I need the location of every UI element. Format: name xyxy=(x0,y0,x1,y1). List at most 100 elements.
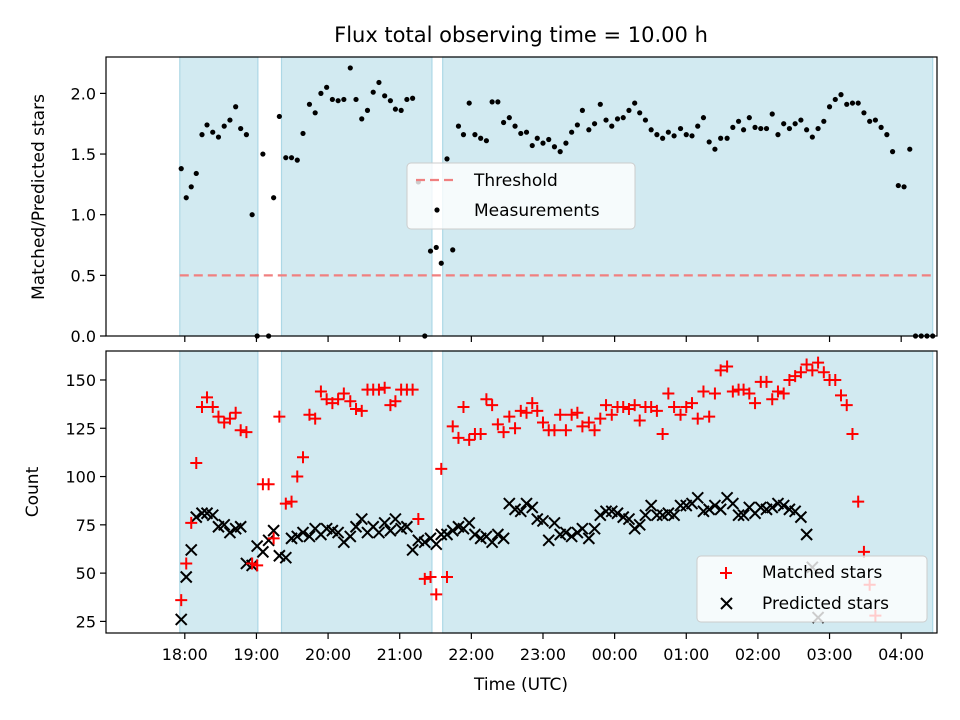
matched-star-marker xyxy=(582,416,595,429)
matched-star-marker xyxy=(559,424,572,437)
bottom-legend-box xyxy=(696,555,928,623)
measurement-point xyxy=(382,93,388,99)
top-y-axis-label: Matched/Predicted stars xyxy=(29,94,49,300)
measurement-point xyxy=(632,100,638,106)
top-y-tick-label: 1.5 xyxy=(71,145,96,164)
top-shade-0 xyxy=(179,56,259,337)
top-y-tick-label: 0.0 xyxy=(71,327,96,346)
predicted-star-marker xyxy=(594,508,607,522)
measurement-point xyxy=(758,125,764,132)
predicted-star-marker xyxy=(378,516,391,530)
measurement-point xyxy=(718,135,724,141)
top-plot-frame xyxy=(105,56,938,337)
predicted-star-marker xyxy=(331,526,345,539)
x-tick-label: 03:00 xyxy=(806,645,852,664)
legend-matched-swatch xyxy=(720,567,732,579)
measurement-point xyxy=(512,123,518,129)
matched-star-marker xyxy=(201,391,214,404)
measurement-point xyxy=(500,119,507,126)
predicted-star-marker xyxy=(622,512,636,526)
predicted-star-marker xyxy=(497,532,510,545)
bottom-y-tick-label: 125 xyxy=(65,419,96,438)
measurement-point xyxy=(832,96,838,103)
matched-star-marker xyxy=(662,387,675,400)
measurement-point xyxy=(306,101,313,107)
legend-measurements-swatch xyxy=(434,207,440,213)
measurement-point xyxy=(724,135,730,141)
predicted-star-marker xyxy=(526,501,539,514)
matched-star-marker xyxy=(628,399,641,412)
top-legend: Threshold Measurements xyxy=(406,162,636,230)
measurement-point xyxy=(654,132,660,138)
measurement-point xyxy=(329,96,335,103)
predicted-star-marker xyxy=(344,530,357,543)
predicted-star-marker xyxy=(599,505,613,518)
predicted-star-marker xyxy=(588,522,601,535)
measurement-point xyxy=(249,212,255,218)
measurement-point xyxy=(466,100,472,106)
measurement-point xyxy=(472,132,478,138)
predicted-star-marker xyxy=(190,510,203,524)
predicted-star-marker xyxy=(468,528,482,541)
measurement-point xyxy=(288,155,295,161)
x-tick-label: 18:00 xyxy=(162,645,208,664)
measurement-point xyxy=(433,244,439,251)
measurement-point xyxy=(884,132,890,138)
measurement-point xyxy=(683,132,689,138)
measurement-point xyxy=(260,151,266,157)
measurement-point xyxy=(271,195,277,201)
matched-star-marker xyxy=(372,383,385,396)
matched-star-marker xyxy=(491,418,504,431)
matched-star-marker xyxy=(212,410,225,423)
predicted-star-marker xyxy=(777,499,790,512)
predicted-star-marker xyxy=(267,524,280,537)
measurement-point xyxy=(872,117,878,123)
bottom-y-tick-label: 75 xyxy=(76,516,96,535)
top-y-tick-label: 0.5 xyxy=(71,266,96,285)
matched-star-marker xyxy=(721,360,734,373)
bottom-x-axis: 18:00 19:00 20:00 21:00 22:00 23:00 00:00 01:00… xyxy=(162,633,924,664)
predicted-star-markers xyxy=(175,491,825,626)
matched-star-marker xyxy=(536,416,549,429)
top-y-tick-label: 1.0 xyxy=(71,206,96,225)
matched-star-marker xyxy=(309,412,322,425)
matched-star-marker xyxy=(520,406,533,419)
predicted-star-marker xyxy=(430,537,443,551)
measurement-point xyxy=(712,146,718,152)
predicted-star-marker xyxy=(491,528,505,541)
top-panel: 0.00.51.01.52.0 Matched/Predicted stars … xyxy=(29,56,938,346)
matched-star-marker xyxy=(771,385,784,398)
matched-star-marker xyxy=(378,381,391,394)
predicted-star-marker xyxy=(800,528,813,541)
matched-star-marker xyxy=(463,433,476,446)
predicted-star-marker xyxy=(435,528,448,541)
measurement-point xyxy=(283,155,289,161)
matched-star-marker xyxy=(633,414,646,427)
measurement-point xyxy=(398,107,404,113)
measurement-point xyxy=(706,139,712,145)
matched-star-marker xyxy=(800,358,813,371)
matched-star-marker xyxy=(337,387,350,400)
measurement-point xyxy=(444,156,450,162)
matched-star-marker xyxy=(452,431,465,444)
bottom-plot-frame xyxy=(105,350,938,634)
matched-star-marker xyxy=(206,401,219,414)
matched-star-marker xyxy=(760,375,773,388)
measurement-point xyxy=(551,144,558,150)
measurement-point xyxy=(861,110,867,116)
measurement-point xyxy=(844,101,850,107)
matched-star-marker xyxy=(503,410,516,423)
predicted-star-marker xyxy=(633,518,646,532)
top-x-ticks xyxy=(184,336,902,342)
measurement-point xyxy=(364,107,371,113)
measurement-point xyxy=(387,98,394,104)
measurement-point xyxy=(579,107,585,113)
predicted-star-marker xyxy=(548,516,561,530)
bottom-shade-0 xyxy=(179,350,259,634)
matched-star-marker xyxy=(175,594,188,607)
predicted-star-marker xyxy=(206,508,219,522)
measurement-point xyxy=(574,122,580,128)
measurement-point xyxy=(809,134,815,140)
matched-star-marker xyxy=(685,397,698,410)
measurement-point xyxy=(746,115,752,121)
